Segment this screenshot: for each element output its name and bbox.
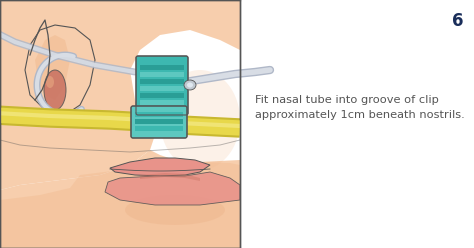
Polygon shape [110,158,210,176]
Polygon shape [0,158,240,248]
Ellipse shape [125,195,225,225]
Ellipse shape [44,70,66,110]
Ellipse shape [187,83,193,88]
Polygon shape [0,150,240,248]
Ellipse shape [46,76,54,88]
Bar [240,0,474,248]
Polygon shape [105,172,240,205]
Bar [135,126,183,131]
Polygon shape [0,0,240,190]
Bar [135,119,183,124]
Ellipse shape [184,80,196,90]
Bar [135,112,183,117]
Polygon shape [140,173,200,181]
Bar [140,93,184,98]
FancyBboxPatch shape [136,56,188,115]
Bar [140,65,184,70]
Bar [140,100,184,105]
Text: Fit nasal tube into groove of clip
approximately 1cm beneath nostrils.: Fit nasal tube into groove of clip appro… [255,95,465,120]
Bar [140,72,184,77]
FancyBboxPatch shape [131,106,187,138]
Ellipse shape [160,70,240,170]
Bar [140,79,184,84]
Polygon shape [25,25,95,115]
Polygon shape [35,35,70,100]
Text: 6: 6 [452,12,464,30]
Bar [140,86,184,91]
